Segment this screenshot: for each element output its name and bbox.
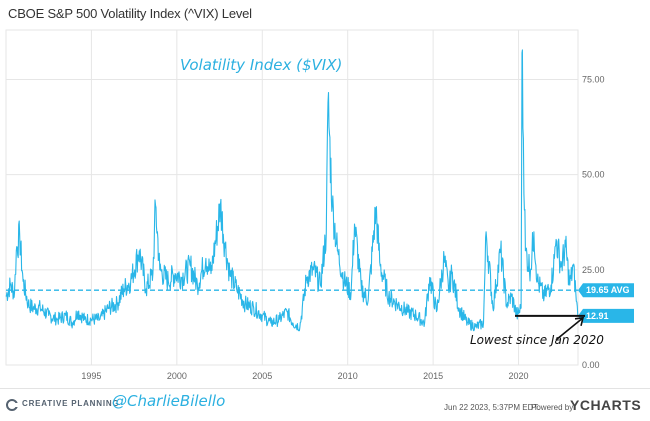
x-tick-label: 1995 <box>81 371 101 381</box>
last-value-badge: 12.91 <box>578 308 634 323</box>
annotation-layer: 19.65 AVG 12.91 Lowest since Jan 2020 <box>470 283 634 347</box>
y-tick-label: 50.00 <box>582 170 605 180</box>
timestamp: Jun 22 2023, 5:37PM EDT. <box>444 403 540 412</box>
x-tick-label: 2020 <box>509 371 529 381</box>
y-tick-label: 0.00 <box>582 360 600 370</box>
annotation-note: Lowest since Jan 2020 <box>470 333 604 347</box>
annotation-arrowhead-icon <box>574 316 585 327</box>
series-layer <box>5 49 579 332</box>
x-tick-label: 2000 <box>167 371 187 381</box>
plot-frame <box>5 29 579 366</box>
grid-layer <box>5 29 579 366</box>
x-tick-label: 2010 <box>338 371 358 381</box>
brand-name: CREATIVE PLANNING <box>22 399 120 408</box>
y-tick-label: 25.00 <box>582 265 605 275</box>
last-value-badge-text: 12.91 <box>586 311 609 321</box>
average-badge: 19.65 AVG <box>578 283 634 298</box>
footer: CREATIVE PLANNING @CharlieBilello Jun 22… <box>0 388 650 421</box>
x-tick-label: 2005 <box>252 371 272 381</box>
y-tick-label: 75.00 <box>582 74 605 84</box>
chart-canvas: 1995 2000 2005 2010 2015 2020 0.00 25.00 50.00 75… <box>5 29 634 381</box>
annotation-arrow-icon <box>555 317 584 341</box>
author-handle: @CharlieBilello <box>112 392 226 410</box>
ycharts-logo: YCHARTS <box>570 397 642 413</box>
axis-layer: 1995 2000 2005 2010 2015 2020 0.00 25.00 50.00 75… <box>81 74 604 381</box>
creative-planning-logo-icon <box>6 399 18 411</box>
powered-by-label: Powered by <box>531 403 574 412</box>
chart-annotation-title: Volatility Index ($VIX) <box>180 56 342 74</box>
chart-title: CBOE S&P 500 Volatility Index (^VIX) Lev… <box>8 6 252 21</box>
x-tick-label: 2015 <box>423 371 443 381</box>
vix-series-line <box>5 49 579 332</box>
average-badge-text: 19.65 AVG <box>586 285 630 295</box>
